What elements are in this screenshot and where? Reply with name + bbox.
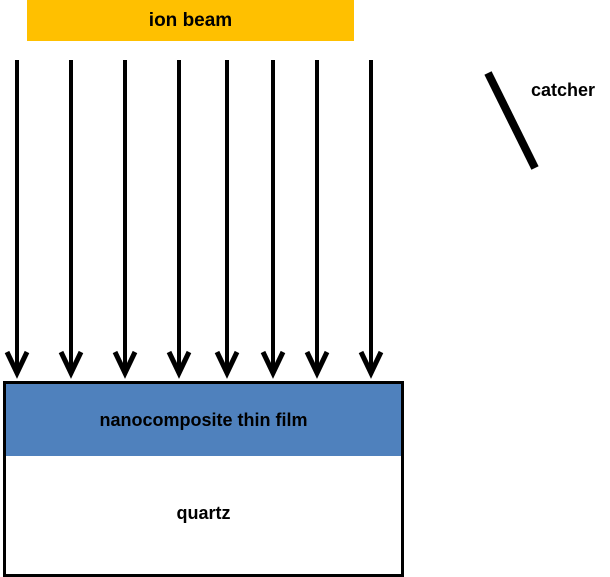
- ion-arrow: [4, 60, 30, 379]
- nanocomposite-film-layer: nanocomposite thin film: [3, 381, 404, 459]
- ion-arrow: [166, 60, 192, 379]
- ion-arrow: [358, 60, 384, 379]
- ion-arrow: [260, 60, 286, 379]
- ion-arrow: [304, 60, 330, 379]
- film-label: nanocomposite thin film: [99, 409, 308, 430]
- ion-beam-source: ion beam: [27, 0, 354, 41]
- ion-arrow: [58, 60, 84, 379]
- ion-beam-label: ion beam: [148, 9, 233, 31]
- ion-arrow: [112, 60, 138, 379]
- ion-arrow: [214, 60, 240, 379]
- catcher-plate: [484, 71, 539, 170]
- substrate-label: quartz: [176, 502, 231, 523]
- catcher-label: catcher: [531, 80, 596, 100]
- quartz-substrate: quartz: [3, 456, 404, 577]
